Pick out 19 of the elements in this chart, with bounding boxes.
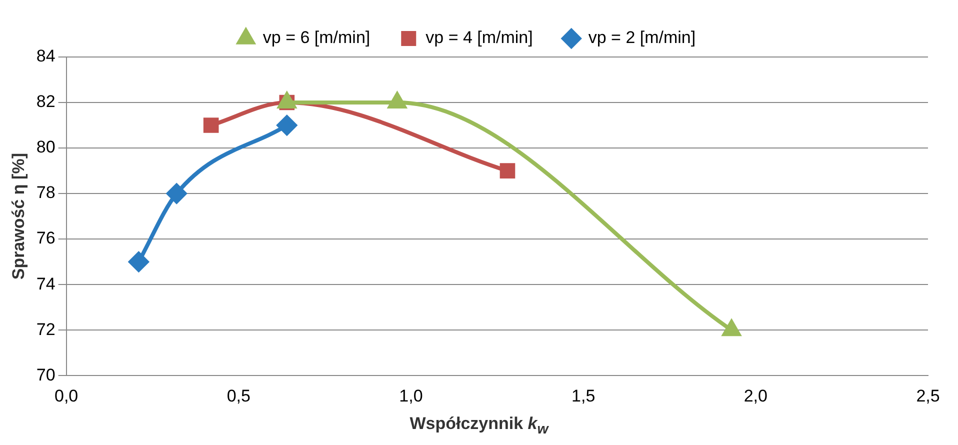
y-axis-title: Sprawość η [%] (8, 153, 28, 280)
legend-label: vp = 2 [m/min] (588, 28, 696, 48)
x-tick-label: 1,0 (399, 386, 423, 406)
y-tick-label: 74 (36, 274, 56, 294)
legend-label: vp = 6 [m/min] (262, 28, 370, 48)
y-tick-label: 80 (36, 138, 56, 157)
legend-label: vp = 4 [m/min] (426, 28, 533, 48)
x-tick-label: 2,0 (744, 386, 768, 406)
y-tick-label: 82 (36, 92, 56, 112)
x-tick-label: 0,5 (226, 386, 250, 406)
x-tick-label: 0,0 (54, 386, 78, 406)
y-tick-label: 84 (36, 46, 56, 66)
y-tick-label: 70 (36, 365, 56, 384)
x-tick-label: 1,5 (572, 386, 596, 406)
y-tick-label: 72 (36, 320, 56, 339)
y-tick-label: 78 (36, 183, 56, 202)
x-axis-title: Współczynnik k$_{w}$ (408, 414, 550, 438)
x-tick-label: 2,5 (916, 386, 940, 406)
y-tick-label: 76 (36, 228, 56, 248)
